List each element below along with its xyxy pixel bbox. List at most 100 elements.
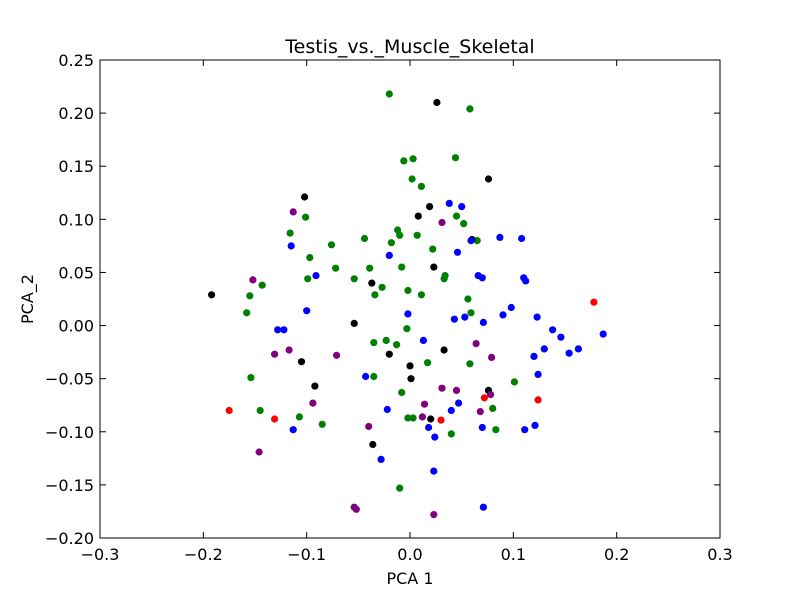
data-point [285,346,293,354]
data-point [484,175,493,183]
data-point [208,291,216,299]
data-point [476,408,484,416]
data-point [450,315,458,323]
y-axis-ticks: −0.20 −0.15 −0.10 −0.05 0.00 0.05 0.10 0.15 0.20… [45,51,720,548]
data-point [430,263,438,271]
data-point [466,360,474,368]
data-point [599,330,607,338]
data-point [518,234,526,243]
data-point [360,234,369,243]
data-point [460,220,468,228]
x-tick-label: −0.2 [184,545,223,564]
data-point [451,154,460,162]
data-point [488,353,496,361]
data-point [246,292,254,300]
data-point [467,309,475,317]
data-point [531,421,539,429]
data-point [496,233,504,241]
data-point [417,182,425,190]
data-point [362,372,370,381]
data-point [437,416,445,424]
data-point [396,484,404,492]
data-point [472,340,480,348]
data-point [507,303,515,312]
x-tick-label: 0.3 [707,545,732,564]
data-point [382,336,390,344]
data-point [377,455,385,463]
x-tick-label: 0.0 [397,545,422,564]
data-point [289,208,297,216]
data-point [370,339,378,347]
x-tick-label: −0.1 [287,545,326,564]
data-point [304,275,312,283]
y-axis-label: PCA_2 [18,274,38,324]
data-point [478,274,486,282]
data-point [303,307,311,315]
data-point [521,426,529,434]
data-point [398,263,406,271]
y-tick-label: −0.10 [45,423,94,442]
x-tick-label: 0.1 [501,545,526,564]
data-point [440,346,448,354]
data-point [455,399,463,407]
data-point [478,423,486,432]
data-point [258,281,266,289]
y-tick-label: 0.25 [58,51,94,70]
data-point [387,239,395,247]
data-point [418,413,426,421]
data-point [489,404,497,412]
chart-title: Testis_vs._Muscle_Skeletal [284,36,534,58]
data-point [289,426,297,434]
data-point [312,272,320,280]
data-point [522,277,530,285]
data-point [479,503,487,511]
data-point [318,420,326,428]
data-point [549,326,557,334]
data-point [438,384,446,392]
data-point [487,391,495,399]
data-point [408,175,416,183]
data-point [441,272,449,280]
y-tick-label: −0.15 [45,476,94,495]
data-point [466,105,474,113]
data-point [510,378,518,386]
y-tick-label: 0.15 [58,157,94,176]
data-point [406,362,414,370]
data-point [467,237,475,245]
x-tick-label: −0.3 [81,545,120,564]
data-point [445,199,453,207]
data-point [370,372,378,381]
y-tick-label: 0.05 [58,263,94,282]
data-point [365,422,373,431]
data-point [368,279,376,287]
data-point [590,298,598,306]
data-point [271,350,279,358]
data-point [249,276,257,284]
data-point [447,406,455,415]
data-point [407,375,415,383]
data-point [429,245,437,253]
data-point [425,423,433,432]
data-point [464,295,472,303]
data-point [458,203,466,211]
data-point [271,415,279,423]
data-point [419,336,427,344]
data-point [350,275,358,283]
data-point [378,283,386,291]
data-point [403,325,411,333]
data-point [479,318,487,326]
data-point [565,349,573,357]
data-point [424,359,432,367]
data-point [400,157,408,165]
data-points [208,90,607,519]
data-point [540,345,548,353]
data-point [530,352,538,360]
data-point [438,218,446,227]
data-point [404,286,412,295]
data-point [332,264,340,272]
data-point [404,310,412,318]
data-point [409,414,417,422]
data-point [574,345,583,353]
